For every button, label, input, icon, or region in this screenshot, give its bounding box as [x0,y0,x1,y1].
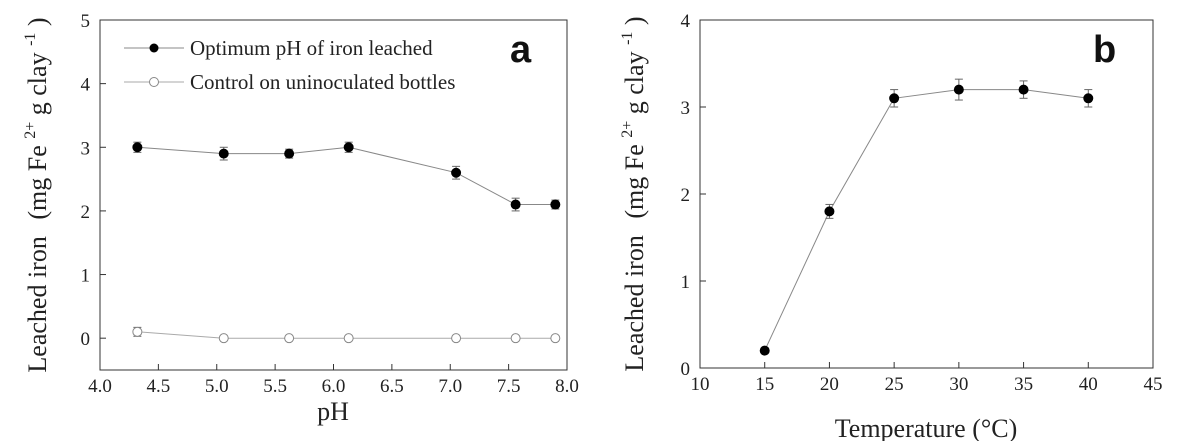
y-title-unit-open: (mg Fe [620,144,649,218]
y-tick-label: 3 [81,138,91,159]
y-tick-label: 0 [681,359,691,380]
x-tick-label: 6.5 [380,376,404,397]
data-point-series-1 [1083,93,1094,104]
x-tick-label: 25 [885,374,904,395]
x-tick-label: 8.0 [555,376,579,397]
series-1-line [137,146,556,205]
data-point-series-2 [284,333,295,344]
y-title-unit-mid: g clay [620,51,649,114]
y-title-unit-close: ) [23,17,52,26]
x-tick-label: 30 [949,374,968,395]
y-tick-label: 2 [681,185,691,206]
x-tick-label: 35 [1014,374,1033,395]
x-tick-label: 20 [820,374,839,395]
panel-a-label: a [510,29,532,71]
legend-marker-series-1 [149,43,159,53]
x-tick-label: 45 [1144,374,1163,395]
panel-b-series [759,78,1094,356]
data-point-series-1 [953,84,964,95]
data-point-series-2 [218,333,229,344]
data-point-series-2 [510,333,521,344]
x-tick-label: 5.0 [205,376,229,397]
y-tick-label: 4 [681,11,691,32]
y-title-sup-exp: -1 [22,33,39,46]
x-tick-label: 10 [691,374,710,395]
y-tick-label: 4 [81,75,91,96]
y-title-main: Leached iron [23,236,52,372]
panel-b-y-axis-title: Leached iron (mg Fe 2+ g clay -1 ) [609,16,649,371]
data-point-series-1 [284,148,295,159]
data-point-series-1 [451,167,462,178]
data-point-series-1 [550,199,561,210]
data-point-series-1 [824,206,835,217]
data-point-series-2 [132,326,143,337]
data-point-series-1 [218,148,229,159]
x-tick-label: 40 [1079,374,1098,395]
series-1-line [764,89,1089,351]
y-title-sup-charge: 2+ [22,122,39,139]
data-point-series-1 [132,142,143,153]
y-tick-label: 1 [681,272,691,293]
y-title-sup-exp: -1 [619,32,636,45]
panel-b-plot-frame [699,19,1154,369]
data-point-series-1 [343,142,354,153]
data-point-series-1 [510,199,521,210]
y-tick-label: 1 [81,266,91,287]
panel-a-x-axis-title: pH [317,397,349,426]
legend-label-series-1: Optimum pH of iron leached [190,36,433,60]
panel-a: 4.0 4.5 5.0 5.5 6.0 6.5 7.0 7.5 8.0 0 1 2 3 4 5 a Opti… [12,11,579,426]
x-tick-label: 5.5 [263,376,287,397]
y-tick-label: 2 [81,202,91,223]
panel-b-ticks: 10 15 20 25 30 35 40 45 0 1 2 3 4 [681,11,1163,395]
legend-label-series-2: Control on uninoculated bottles [190,70,455,94]
y-title-unit-open: (mg Fe [23,145,52,219]
data-point-series-2 [550,333,561,344]
legend-marker-series-2 [149,77,159,87]
y-title-unit-close: ) [620,16,649,25]
data-point-series-1 [1018,84,1029,95]
x-tick-label: 7.5 [497,376,521,397]
y-title-main: Leached iron [620,235,649,371]
x-tick-label: 4.0 [88,376,112,397]
panel-a-ticks: 4.0 4.5 5.0 5.5 6.0 6.5 7.0 7.5 8.0 0 1 2 3 4 5 [81,11,579,397]
data-point-series-1 [889,93,900,104]
panel-a-legend: Optimum pH of iron leached Control on un… [124,36,455,94]
panel-a-y-axis-title: Leached iron (mg Fe 2+ g clay -1 ) [12,17,52,372]
y-title-unit-mid: g clay [23,52,52,115]
x-tick-label: 4.5 [147,376,171,397]
y-tick-label: 3 [681,98,691,119]
y-title-sup-charge: 2+ [619,121,636,138]
x-tick-label: 6.0 [322,376,346,397]
y-tick-label: 0 [81,329,91,350]
panel-b-label: b [1093,29,1116,71]
panel-b-x-axis-title: Temperature (°C) [835,414,1018,441]
x-tick-label: 7.0 [438,376,462,397]
data-point-series-2 [451,333,462,344]
data-point-series-1 [759,345,770,356]
x-tick-label: 15 [755,374,774,395]
data-point-series-2 [343,333,354,344]
panel-a-series [132,141,561,344]
panel-b: 10 15 20 25 30 35 40 45 0 1 2 3 4 b Temperature (°C)… [609,11,1163,441]
y-tick-label: 5 [81,11,91,32]
